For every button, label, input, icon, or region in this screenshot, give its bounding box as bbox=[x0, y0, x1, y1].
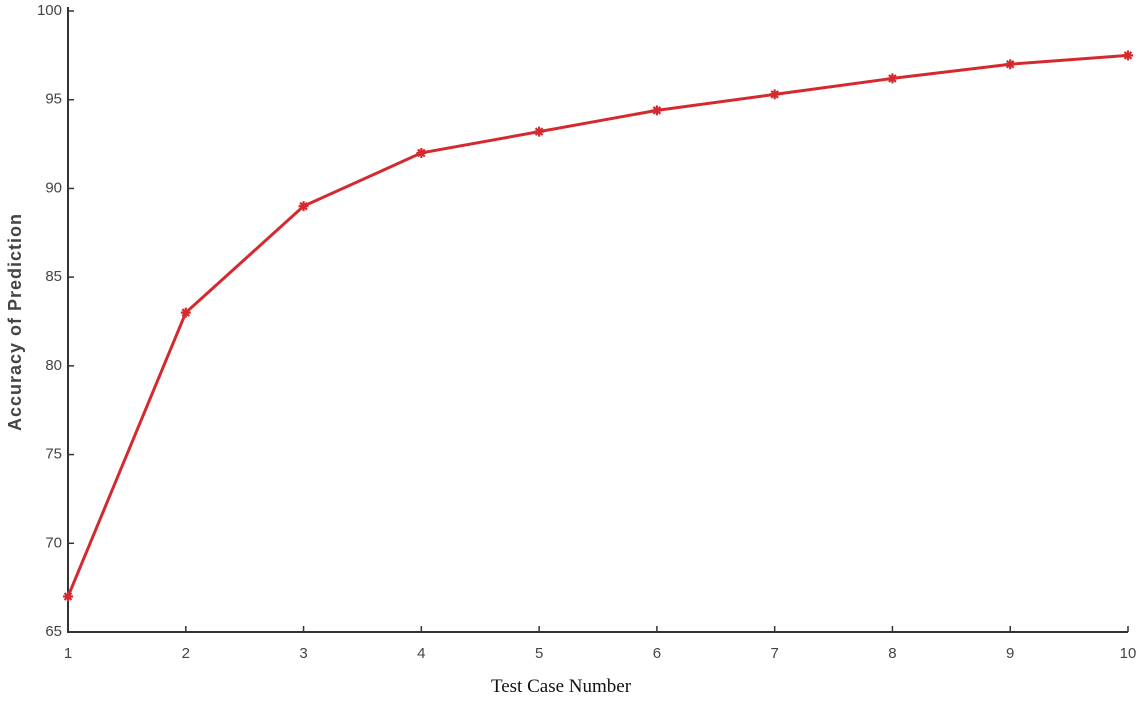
x-tick-label: 4 bbox=[417, 645, 425, 662]
x-tick-label: 9 bbox=[1006, 645, 1014, 662]
data-point bbox=[180, 307, 191, 318]
y-tick-label: 100 bbox=[37, 2, 62, 19]
x-tick-label: 8 bbox=[888, 645, 896, 662]
x-tick-label: 1 bbox=[64, 645, 72, 662]
data-line bbox=[66, 53, 1129, 598]
y-axis-title: Accuracy of Prediction bbox=[5, 213, 25, 431]
y-tick-label: 95 bbox=[45, 91, 62, 108]
x-tick-label: 6 bbox=[653, 645, 661, 662]
x-tick-label: 2 bbox=[182, 645, 190, 662]
x-tick-label: 3 bbox=[299, 645, 307, 662]
data-point bbox=[1005, 59, 1016, 70]
y-tick-label: 80 bbox=[45, 357, 62, 374]
y-tick-label: 65 bbox=[45, 623, 62, 640]
y-tick-label: 75 bbox=[45, 446, 62, 463]
x-tick-label: 10 bbox=[1120, 645, 1137, 662]
x-tick-label: 7 bbox=[770, 645, 778, 662]
data-point bbox=[416, 147, 427, 158]
data-point bbox=[887, 73, 898, 84]
x-axis-title: Test Case Number bbox=[491, 676, 632, 697]
data-point bbox=[63, 591, 73, 602]
data-point bbox=[1123, 50, 1133, 61]
x-tick-label: 5 bbox=[535, 645, 543, 662]
data-point bbox=[651, 105, 662, 116]
y-tick-label: 90 bbox=[45, 179, 62, 196]
data-point bbox=[769, 89, 780, 100]
data-point bbox=[298, 201, 309, 212]
y-tick-label: 85 bbox=[45, 268, 62, 285]
y-tick-label: 70 bbox=[45, 534, 62, 551]
data-point bbox=[534, 126, 545, 137]
